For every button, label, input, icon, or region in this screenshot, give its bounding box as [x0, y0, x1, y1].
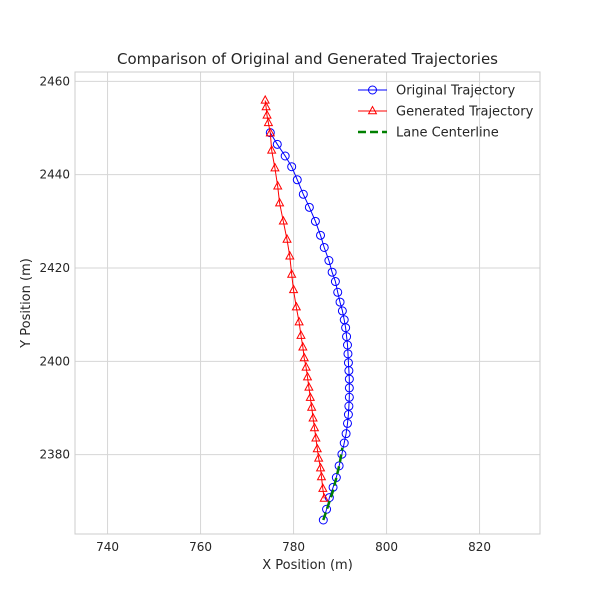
data-point-generated — [272, 180, 283, 190]
data-point-generated — [301, 361, 311, 371]
data-point-generated — [261, 101, 271, 111]
data-point-original — [344, 374, 354, 384]
data-point-generated — [286, 268, 297, 278]
tick-labels: 740 760 780 800 820 2380 2400 2420 2440 2460 — [39, 74, 491, 554]
data-point-original — [344, 383, 354, 393]
data-point-generated — [291, 301, 302, 311]
data-point-original — [339, 438, 349, 448]
data-point-original — [310, 216, 320, 226]
series-generated — [260, 94, 329, 502]
data-point-original — [341, 429, 351, 439]
data-point-original — [272, 139, 282, 149]
y-tick-label: 2400 — [39, 354, 70, 368]
data-point-original — [316, 230, 326, 240]
y-tick-label: 2460 — [39, 74, 70, 88]
data-point-original — [280, 151, 290, 161]
x-tick-label: 820 — [468, 540, 491, 554]
data-point-generated — [285, 250, 295, 260]
data-point-generated — [278, 215, 289, 225]
data-point-generated — [288, 284, 299, 294]
data-point-generated — [294, 316, 304, 326]
legend-item-generated: Generated Trajectory — [358, 105, 534, 120]
data-point-generated — [302, 371, 313, 381]
data-point-generated — [308, 412, 318, 422]
data-point-generated — [319, 492, 329, 502]
x-tick-label: 740 — [96, 540, 119, 554]
data-point-generated — [313, 452, 324, 462]
data-point-generated — [305, 392, 316, 401]
data-point-original — [324, 256, 334, 266]
legend: Original Trajectory Generated Trajectory… — [358, 84, 534, 141]
data-point-generated — [306, 401, 317, 411]
series-line-lane — [322, 447, 344, 521]
grid-lines — [75, 72, 540, 534]
y-tick-label: 2420 — [39, 261, 70, 275]
data-point-original — [292, 175, 302, 185]
legend-item-lane: Lane Centerline — [358, 126, 499, 141]
legend-marker-original — [368, 85, 377, 95]
data-point-original — [327, 267, 337, 277]
legend-label-original: Original Trajectory — [396, 84, 515, 99]
data-point-original — [319, 242, 329, 252]
data-point-generated — [265, 127, 276, 137]
data-point-original — [343, 349, 353, 359]
data-point-generated — [296, 330, 306, 339]
data-point-generated — [318, 483, 328, 492]
series-layer — [260, 94, 354, 525]
x-tick-label: 780 — [282, 540, 305, 554]
data-point-original — [342, 418, 352, 428]
data-point-original — [337, 306, 347, 316]
data-point-generated — [304, 381, 314, 391]
data-point-original — [287, 162, 297, 172]
data-point-original — [330, 277, 340, 287]
data-point-generated — [298, 341, 308, 351]
legend-label-generated: Generated Trajectory — [396, 105, 534, 120]
legend-marker-generated — [367, 105, 378, 115]
x-tick-label: 800 — [375, 540, 398, 554]
data-point-generated — [299, 352, 310, 362]
legend-label-lane: Lane Centerline — [396, 126, 499, 141]
data-point-generated — [274, 197, 285, 207]
data-point-generated — [312, 443, 323, 453]
data-point-original — [298, 189, 308, 199]
plot-area — [75, 72, 540, 534]
data-point-original — [343, 410, 353, 420]
data-point-original — [318, 515, 328, 525]
data-point-original — [333, 287, 343, 297]
data-point-original — [335, 297, 345, 307]
data-point-generated — [262, 109, 272, 119]
y-tick-label: 2440 — [39, 168, 70, 182]
data-point-original — [341, 323, 351, 333]
data-point-generated — [315, 462, 326, 472]
data-point-original — [344, 392, 354, 402]
y-tick-label: 2380 — [39, 448, 70, 462]
data-point-original — [342, 340, 352, 350]
y-axis-label: Y Position (m) — [19, 258, 34, 349]
data-point-generated — [316, 471, 327, 481]
data-point-generated — [266, 144, 277, 154]
data-point-generated — [311, 432, 321, 442]
data-point-generated — [282, 233, 292, 243]
plot-frame — [74, 71, 541, 535]
series-lane — [322, 447, 344, 521]
data-point-generated — [263, 117, 274, 127]
legend-item-original: Original Trajectory — [358, 84, 515, 99]
x-axis-label: X Position (m) — [262, 558, 353, 573]
series-original — [265, 128, 354, 525]
data-point-generated — [270, 162, 280, 172]
data-point-original — [304, 202, 314, 212]
data-point-generated — [309, 422, 320, 432]
chart-title: Comparison of Original and Generated Tra… — [117, 50, 498, 68]
x-tick-label: 760 — [189, 540, 212, 554]
